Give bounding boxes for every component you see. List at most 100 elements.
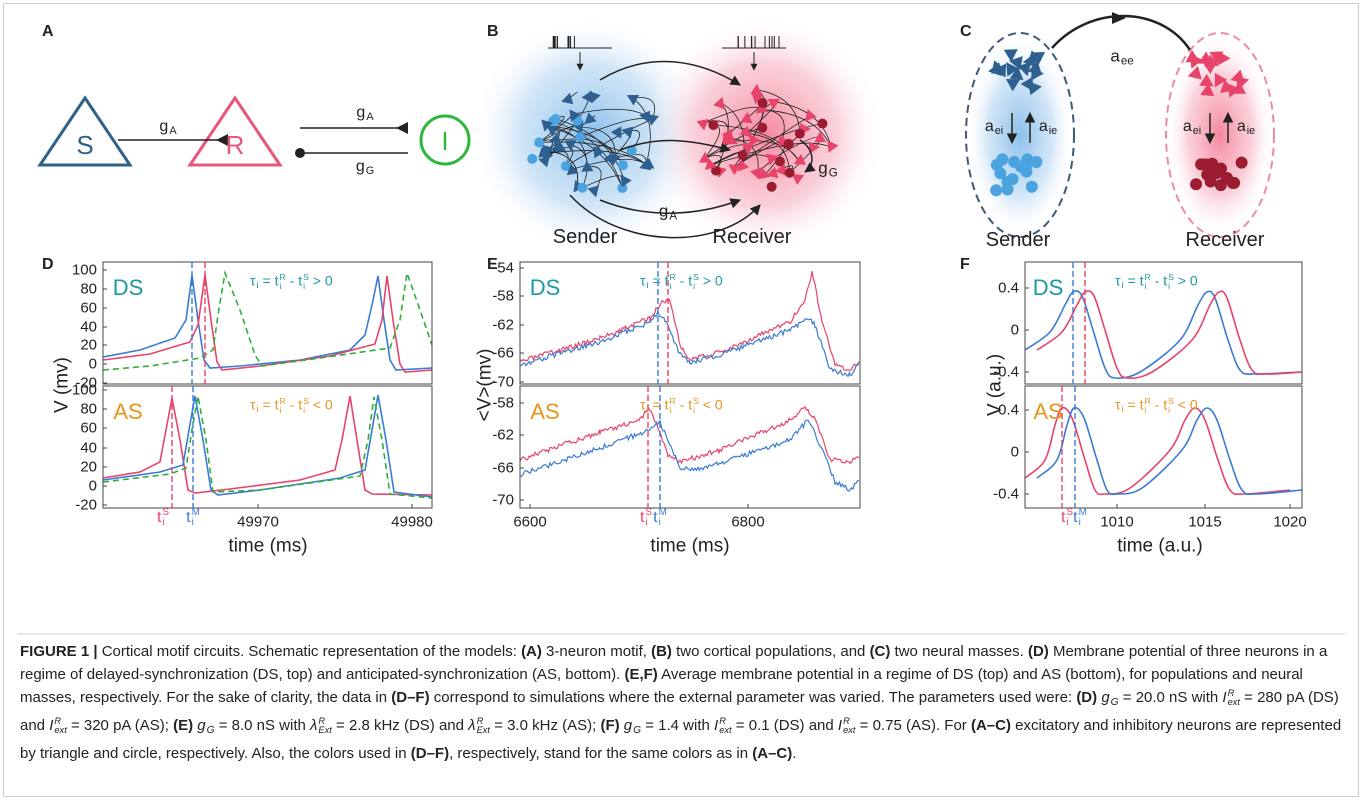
text-run: = 1.4 with	[641, 717, 714, 734]
text-run: > 0	[699, 273, 723, 289]
panel-label: F	[960, 257, 970, 273]
subscript: G	[1111, 697, 1119, 708]
time-marker: tSi	[157, 508, 169, 528]
text-run: t	[1140, 273, 1144, 289]
script: G	[1111, 697, 1119, 708]
text: -54	[492, 260, 514, 277]
y-tick-label: 40	[80, 441, 97, 456]
y-axis-label: V (a.u.)	[986, 354, 1005, 416]
text-run: t	[1163, 397, 1167, 413]
y-axis-label: <V>(mv)	[476, 349, 495, 422]
group-label: Receiver	[713, 227, 792, 247]
script: Rext	[54, 717, 66, 736]
text-run: I	[49, 717, 53, 734]
script: A	[366, 111, 373, 123]
x-tick-label: 6800	[731, 515, 764, 530]
time-marker: tMi	[1073, 508, 1087, 528]
text-run: (D)	[1028, 643, 1049, 660]
group-label: Receiver	[1186, 230, 1265, 250]
y-tick-label: 60	[80, 301, 97, 316]
text-run: λ	[468, 717, 475, 734]
text-run: = 320 pA (AS);	[67, 717, 173, 734]
panel-label: D	[42, 257, 54, 273]
subscript: ei	[995, 125, 1003, 137]
subscript: i	[1079, 518, 1087, 528]
text-run: t	[665, 273, 669, 289]
subscript: i	[1066, 518, 1073, 528]
text-run: = 0.75 (AS). For	[856, 717, 971, 734]
edge-label: aei	[985, 119, 1003, 137]
text-run: (E)	[173, 717, 197, 734]
script: ie	[1049, 125, 1057, 137]
edge-label: gA	[356, 105, 373, 123]
regime-tag: DS	[113, 277, 144, 299]
text-run: g	[624, 717, 632, 734]
text-run: t	[275, 273, 279, 289]
text-run: = 20.0 nS with	[1119, 689, 1223, 706]
subscript: Ext	[477, 726, 490, 735]
text-run: (A–C)	[971, 717, 1011, 734]
y-tick-label: 0	[1011, 445, 1019, 460]
y-tick-label: 100	[72, 383, 97, 398]
x-tick-label: 49970	[237, 515, 279, 530]
edge-label: gA	[659, 202, 677, 223]
text: 80	[80, 281, 97, 298]
script: Rext	[843, 717, 855, 736]
text: S	[76, 130, 93, 160]
text: time (ms)	[650, 536, 729, 557]
text-run: a	[1110, 46, 1119, 65]
script: G	[633, 725, 641, 736]
x-axis-label: time (ms)	[650, 537, 729, 556]
x-tick-label: 6600	[513, 515, 546, 530]
text-run: , respectively, stand for the same color…	[449, 745, 752, 762]
text: 49980	[391, 514, 433, 531]
text: -0.4	[993, 486, 1019, 503]
regime-tag: DS	[1033, 277, 1064, 299]
subscript: i	[192, 518, 200, 528]
x-tick-label: 1020	[1273, 515, 1306, 530]
text-run: t	[688, 397, 692, 413]
y-tick-label: -0.4	[993, 487, 1019, 502]
text-run: = 0.1 (DS) and	[732, 717, 838, 734]
text-run: two neural masses.	[890, 643, 1028, 660]
regime-tag: AS	[113, 401, 142, 423]
subscript: ext	[1228, 698, 1240, 707]
y-tick-label: -62	[492, 428, 514, 443]
subscript: i	[659, 518, 667, 528]
text: DS	[530, 275, 561, 300]
text: 6600	[513, 514, 546, 531]
text-run: = 2.8 kHz (DS) and	[332, 717, 468, 734]
text-run: t	[665, 397, 669, 413]
text: time (a.u.)	[1117, 536, 1203, 557]
text-run: > 0	[309, 273, 333, 289]
subscript: ie	[1049, 125, 1057, 137]
script: Mi	[1079, 508, 1087, 528]
script: ee	[1121, 56, 1134, 68]
regime-tag: AS	[530, 401, 559, 423]
text-run: a	[1039, 118, 1048, 135]
subscript: A	[169, 125, 176, 137]
script: Rext	[719, 717, 731, 736]
text: DS	[113, 275, 144, 300]
node-label: S	[76, 132, 93, 158]
text: Receiver	[1186, 229, 1265, 251]
text-run: a	[985, 118, 994, 135]
text-run: I	[1222, 689, 1226, 706]
subscript: i	[645, 518, 652, 528]
text: 40	[80, 440, 97, 457]
text-run: t	[1163, 273, 1167, 289]
text-run: a	[1183, 118, 1192, 135]
text: Sender	[553, 226, 618, 248]
text-run: =	[1124, 273, 1140, 289]
text-run: two cortical populations, and	[672, 643, 870, 660]
text: Receiver	[713, 226, 792, 248]
text-run: g	[659, 201, 668, 220]
script: Rext	[1228, 689, 1240, 708]
text-run: λ	[310, 717, 317, 734]
edge-label: aie	[1039, 119, 1057, 137]
text: -20	[75, 497, 97, 514]
text: -62	[492, 427, 514, 444]
edge-label: gA	[159, 119, 176, 137]
